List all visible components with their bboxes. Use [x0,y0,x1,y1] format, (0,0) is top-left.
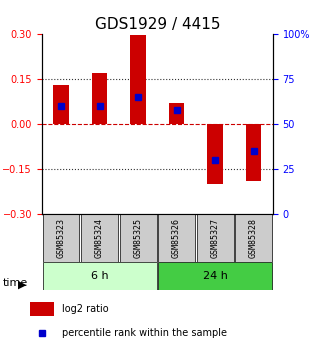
Text: GSM85326: GSM85326 [172,218,181,258]
Text: GSM85325: GSM85325 [134,218,143,258]
Bar [246,124,261,181]
FancyBboxPatch shape [196,214,234,262]
Text: percentile rank within the sample: percentile rank within the sample [62,328,227,338]
FancyBboxPatch shape [158,262,272,290]
FancyBboxPatch shape [42,262,157,290]
Text: time: time [3,278,29,288]
Text: GSM85324: GSM85324 [95,218,104,258]
Bar [130,34,146,124]
Bar [53,85,69,124]
Text: 24 h: 24 h [203,271,228,281]
Bar [30,302,54,316]
Text: log2 ratio: log2 ratio [62,304,109,314]
Text: GSM85328: GSM85328 [249,218,258,258]
FancyBboxPatch shape [42,214,80,262]
Text: 6 h: 6 h [91,271,108,281]
FancyBboxPatch shape [235,214,272,262]
Text: ▶: ▶ [18,280,26,289]
Bar [92,73,107,124]
Bar [169,103,184,124]
Bar [207,124,223,184]
FancyBboxPatch shape [119,214,157,262]
FancyBboxPatch shape [81,214,118,262]
Text: GSM85323: GSM85323 [56,218,65,258]
FancyBboxPatch shape [158,214,195,262]
Title: GDS1929 / 4415: GDS1929 / 4415 [95,17,220,32]
Text: GSM85327: GSM85327 [211,218,220,258]
